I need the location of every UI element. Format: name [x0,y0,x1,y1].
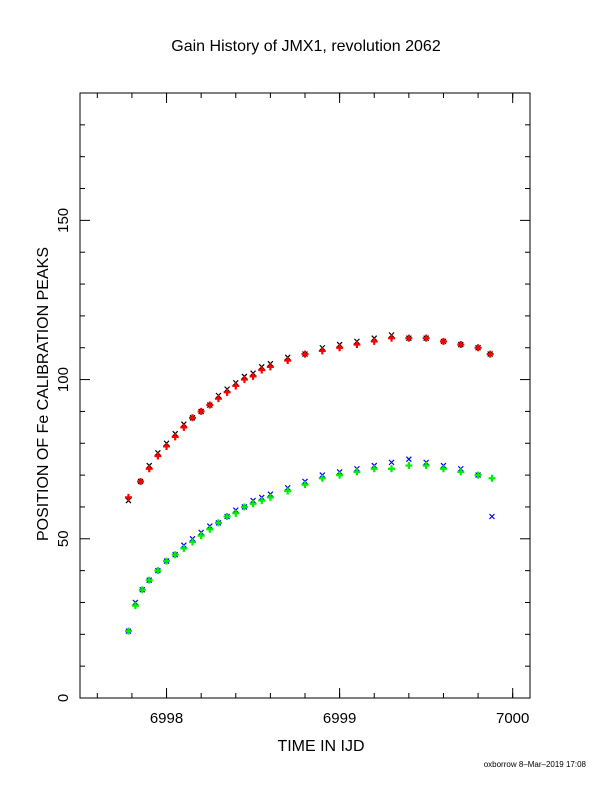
credit-stamp: oxborrow 8–Mar–2019 17:08 [483,760,586,769]
data-point [474,344,482,352]
data-point [284,487,292,495]
data-point [154,452,162,460]
data-point [457,468,465,476]
data-point [214,519,222,527]
y-tick-label: 150 [55,208,72,233]
data-point [214,395,222,403]
data-point [266,363,274,371]
data-point [197,407,205,415]
x-tick-label: 6999 [323,710,356,727]
data-point [336,344,344,352]
data-point [388,459,395,466]
data-point [422,462,430,470]
data-point [138,586,146,594]
x-axis-label: TIME IN IJD [277,738,365,755]
data-point [284,356,292,364]
data-point [370,465,378,473]
data-point [388,465,396,473]
data-point [422,334,430,342]
data-point [474,471,482,479]
data-point [145,465,153,473]
chart-title: Gain History of JMX1, revolution 2062 [171,38,441,55]
data-point [266,493,274,501]
data-point [336,471,344,479]
data-point [439,337,447,345]
data-point [318,474,326,482]
data-point [232,382,240,390]
plot-frame [79,92,531,699]
data-point [171,551,179,559]
y-tick-label: 50 [55,530,72,547]
data-point [370,337,378,345]
y-tick-label: 0 [55,694,72,702]
data-point [301,481,309,489]
data-point [258,497,266,505]
series-2 [125,456,495,635]
data-point [232,509,240,517]
series-1 [124,334,494,501]
data-point [405,334,413,342]
data-point [353,468,361,476]
data-point [223,513,231,520]
data-point [124,627,132,635]
data-point [486,350,494,358]
data-point [189,414,196,422]
data-point [457,341,465,349]
data-point [249,500,257,508]
data-point [163,557,171,565]
data-point [180,544,188,552]
series-0 [125,332,494,504]
data-point [206,525,214,533]
data-point [405,456,412,463]
data-point [240,376,248,384]
data-point [240,503,248,511]
data-point [145,576,153,584]
data-point [439,465,447,473]
y-tick-label: 100 [55,367,72,392]
data-point [171,433,179,441]
data-point [154,567,162,575]
data-marks [124,332,496,635]
data-point [353,341,361,349]
data-point [258,366,266,374]
data-point [124,493,132,501]
data-point [180,423,188,431]
axis-ticks: 6998 6999 7000 0 50 100 150 [55,92,530,727]
data-point [137,477,145,485]
data-point [206,401,214,409]
series-3 [124,462,496,635]
data-point [131,602,139,610]
data-point [318,347,326,355]
x-tick-label: 7000 [496,710,529,727]
data-point [488,513,495,520]
data-point [405,462,413,470]
data-point [223,388,231,396]
data-point [189,538,196,546]
x-tick-label: 6998 [150,710,183,727]
data-point [388,334,396,342]
data-point [301,350,309,358]
data-point [163,442,171,450]
data-point [197,532,205,540]
data-point [249,372,257,380]
data-point [488,474,496,482]
